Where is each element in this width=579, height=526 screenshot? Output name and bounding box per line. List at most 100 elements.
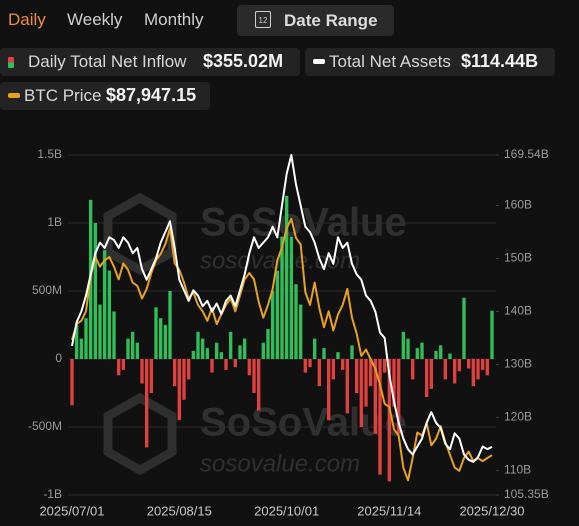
bar bbox=[485, 359, 490, 376]
bar bbox=[112, 311, 116, 359]
legend-item: Daily Total Net Inflow $355.02M bbox=[0, 48, 300, 76]
bar bbox=[434, 350, 438, 359]
bar bbox=[247, 359, 252, 376]
date-range-label: Date Range bbox=[284, 11, 378, 30]
bar bbox=[322, 348, 326, 359]
bar bbox=[107, 270, 112, 359]
bar bbox=[126, 338, 130, 359]
y-tick-label: 500M bbox=[32, 283, 62, 297]
bar bbox=[121, 359, 126, 370]
date-range-button[interactable]: 12 Date Range bbox=[237, 5, 394, 36]
bar bbox=[84, 318, 88, 359]
bar bbox=[368, 359, 373, 387]
bar bbox=[74, 325, 79, 359]
bar bbox=[238, 345, 242, 359]
bar bbox=[294, 284, 298, 359]
bar bbox=[242, 338, 247, 359]
bar bbox=[256, 359, 261, 411]
x-tick-label: 2025/07/01 bbox=[39, 503, 104, 518]
legend-marker bbox=[8, 93, 20, 98]
bar bbox=[406, 338, 410, 359]
bar bbox=[410, 359, 415, 380]
bar bbox=[438, 345, 443, 359]
bar bbox=[457, 359, 462, 372]
bar bbox=[420, 342, 424, 359]
legend-item: Total Net Assets $114.44B bbox=[305, 48, 555, 76]
bar bbox=[102, 250, 107, 359]
bar bbox=[172, 359, 177, 387]
bar bbox=[200, 338, 205, 359]
bar bbox=[289, 236, 294, 359]
y2-tick-label: 160B bbox=[504, 198, 532, 212]
bar bbox=[196, 331, 200, 359]
x-tick-label: 2025/10/01 bbox=[254, 503, 319, 518]
legend-item: BTC Price $87,947.15 bbox=[0, 82, 210, 110]
bar bbox=[364, 359, 368, 407]
bar bbox=[140, 359, 144, 384]
bar bbox=[490, 310, 494, 359]
bar bbox=[261, 342, 266, 359]
bar bbox=[448, 353, 452, 359]
bar bbox=[471, 359, 476, 387]
bar bbox=[168, 291, 172, 359]
bar bbox=[280, 236, 284, 359]
bar bbox=[158, 318, 163, 359]
bar bbox=[331, 359, 336, 380]
y-tick-label: 1B bbox=[47, 215, 62, 229]
legend-marker bbox=[8, 57, 14, 68]
bar bbox=[476, 359, 480, 380]
bar bbox=[415, 348, 420, 359]
bar bbox=[382, 359, 387, 373]
y2-tick-label: 110B bbox=[504, 463, 531, 477]
bar bbox=[275, 270, 280, 359]
tab[interactable]: Weekly bbox=[67, 10, 123, 29]
bar bbox=[252, 359, 256, 393]
bar bbox=[378, 359, 382, 475]
x-tick-label: 2025/08/15 bbox=[147, 503, 212, 518]
legend-marker bbox=[313, 59, 325, 64]
bar bbox=[228, 331, 233, 359]
bar bbox=[163, 325, 168, 359]
bar bbox=[462, 297, 466, 359]
bar bbox=[443, 359, 448, 380]
bar bbox=[303, 359, 308, 373]
bar bbox=[219, 352, 224, 359]
bar bbox=[345, 359, 350, 414]
x-tick-label: 2025/12/30 bbox=[459, 503, 524, 518]
bar bbox=[93, 223, 98, 359]
legend-value: $87,947.15 bbox=[106, 85, 197, 105]
y2-tick-label: 150B bbox=[504, 251, 532, 265]
watermark-text: SoSoValue bbox=[200, 401, 407, 445]
bar bbox=[298, 304, 303, 359]
bar bbox=[392, 359, 396, 407]
bar bbox=[424, 359, 429, 398]
bar bbox=[177, 359, 182, 421]
bar bbox=[466, 359, 471, 369]
y2-tick-label: 140B bbox=[504, 304, 532, 318]
tab[interactable]: Monthly bbox=[144, 10, 204, 29]
bar bbox=[354, 359, 359, 393]
legend-label: Total Net Assets bbox=[329, 52, 451, 71]
bar bbox=[480, 359, 485, 370]
bar bbox=[116, 359, 121, 376]
bar bbox=[396, 359, 401, 434]
watermark-url: sosovalue.com bbox=[200, 450, 360, 477]
y2-tick-label: 130B bbox=[504, 357, 532, 371]
bar bbox=[350, 345, 354, 359]
watermark-logo bbox=[103, 192, 177, 476]
y2-tick-label: 120B bbox=[504, 410, 532, 424]
y-tick-label: 1.5B bbox=[37, 147, 62, 161]
bar bbox=[387, 359, 392, 482]
legend-value: $355.02M bbox=[203, 51, 284, 71]
bar bbox=[326, 359, 331, 421]
bar bbox=[373, 359, 378, 434]
bar bbox=[182, 359, 186, 400]
y-tick-label: -500M bbox=[28, 419, 62, 433]
tab[interactable]: Daily bbox=[8, 10, 46, 29]
bar bbox=[186, 359, 191, 380]
y2-tick-label: 105.35B bbox=[504, 487, 549, 501]
line bbox=[71, 154, 493, 463]
bar bbox=[270, 291, 275, 359]
bar bbox=[98, 304, 102, 359]
